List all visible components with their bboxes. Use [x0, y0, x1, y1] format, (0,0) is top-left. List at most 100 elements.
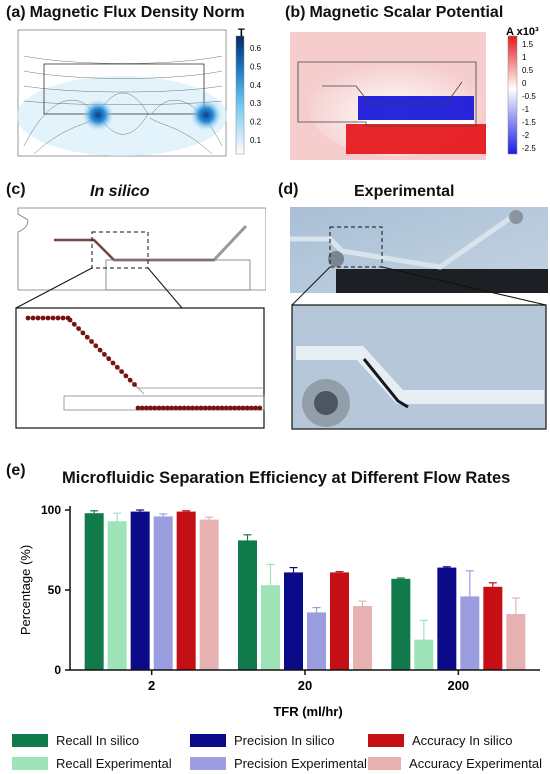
- bar-accuracy-in-silico: [176, 511, 196, 670]
- panel-e-letter-wrap: (e): [6, 462, 26, 480]
- photo-channel: [290, 214, 514, 270]
- y-axis: 0 50 100: [41, 503, 71, 677]
- x-tick-label: 200: [447, 678, 469, 693]
- particle-dot: [181, 405, 187, 411]
- bar-recall-in-silico: [238, 540, 257, 670]
- legend-item-accuracy-experimental: Accuracy Experimental: [368, 756, 542, 771]
- legend-label-recall-in-silico: Recall In silico: [56, 733, 140, 748]
- colorbar-tick-label: 0.5: [250, 62, 262, 71]
- bar-precision-experimental: [460, 596, 480, 670]
- particle-dot: [60, 315, 66, 321]
- particle-dot: [253, 405, 258, 411]
- photo-zoom-line-left: [291, 266, 331, 306]
- bar-accuracy-experimental: [506, 614, 526, 670]
- potential-boundary: [358, 120, 474, 124]
- photo-zoom-line-right: [381, 266, 547, 306]
- particle-dot: [45, 315, 51, 321]
- bar-accuracy-experimental: [353, 606, 372, 670]
- particle-dot: [240, 405, 246, 411]
- particle-dot: [190, 405, 196, 411]
- particle-dot: [89, 339, 94, 344]
- bar-accuracy-in-silico: [330, 572, 349, 670]
- particle-dot: [84, 334, 90, 340]
- particle-dot: [110, 360, 116, 366]
- scalar-potential-plot: A x10³ 1.5 1 0.5 0 -0.5 -1 -1.5 -2 -2.5: [290, 26, 539, 160]
- panel-e-letter: (e): [6, 462, 26, 479]
- particle-dot: [30, 315, 36, 321]
- colorbar-tick-label: 1.5: [522, 40, 534, 49]
- in-silico-simulation: [15, 207, 266, 429]
- y-tick-label: 100: [41, 503, 61, 517]
- particle-dot: [228, 405, 233, 411]
- chart-legend: Recall In silico Precision In silico Acc…: [12, 733, 542, 771]
- particle-dot: [67, 317, 73, 323]
- particle-dot: [144, 405, 149, 411]
- legend-swatch-recall-experimental: [12, 757, 48, 770]
- colorbar-b: [507, 35, 518, 155]
- particle-dot: [139, 405, 145, 411]
- photo-outlet: [509, 210, 523, 224]
- legend-swatch-precision-in-silico: [190, 734, 226, 747]
- photo-zoom-box: [329, 226, 383, 268]
- particle-dot: [198, 405, 204, 411]
- chip-outline: [17, 207, 266, 291]
- legend-swatch-precision-experimental: [190, 757, 226, 770]
- particle-dot: [211, 405, 217, 411]
- legend-label-accuracy-in-silico: Accuracy In silico: [412, 733, 513, 748]
- panel-c-letter-wrap: (c): [6, 181, 26, 199]
- particle-dot: [132, 382, 137, 387]
- bar-precision-in-silico: [437, 567, 457, 670]
- particle-dot: [123, 373, 129, 379]
- colorbar-tick-label: -1.5: [522, 118, 536, 127]
- particle-dot: [186, 405, 191, 411]
- bar-recall-in-silico: [391, 578, 411, 670]
- particle-dot: [169, 405, 175, 411]
- particle-dot: [219, 405, 225, 411]
- particle-dot: [202, 405, 208, 411]
- photo-inset-channel: [296, 346, 544, 404]
- particle-dot: [244, 405, 250, 411]
- particle-dot: [93, 343, 99, 349]
- particle-dot: [35, 315, 41, 321]
- colorbar-tick-label: 0.1: [250, 136, 262, 145]
- particle-dot: [152, 405, 158, 411]
- x-axis: 2 20 200: [70, 669, 540, 693]
- colorbar-a-ticks: 0.6 0.5 0.4 0.3 0.2 0.1: [250, 44, 262, 145]
- y-axis-label: Percentage (%): [18, 545, 33, 635]
- colorbar-a: [235, 35, 245, 155]
- colorbar-tick-label: 0: [522, 79, 527, 88]
- particle-dot: [215, 405, 221, 411]
- channel-outline: [43, 63, 205, 115]
- bar-recall-in-silico: [84, 513, 104, 670]
- particle-dot: [223, 405, 229, 411]
- panel-c-title: In silico: [90, 183, 150, 200]
- colorbar-tick-label: 1: [522, 53, 527, 62]
- x-axis-label: TFR (ml/hr): [273, 704, 342, 719]
- particle-dot: [160, 405, 166, 411]
- legend-item-recall-experimental: Recall Experimental: [12, 756, 190, 771]
- panel-b-title: (b) Magnetic Scalar Potential: [285, 4, 503, 22]
- legend-swatch-accuracy-experimental: [368, 757, 402, 770]
- particle-dot: [165, 405, 170, 411]
- panel-a-title: (a) Magnetic Flux Density Norm: [6, 4, 245, 22]
- legend-label-recall-experimental: Recall Experimental: [56, 756, 172, 771]
- particle-dot: [97, 347, 103, 353]
- particle-dot: [249, 405, 254, 411]
- bar-precision-in-silico: [130, 511, 150, 670]
- panel-b-title-text: Magnetic Scalar Potential: [309, 4, 504, 21]
- field-region: [17, 76, 227, 156]
- magnet-right: [190, 99, 222, 131]
- particle-dot: [114, 364, 120, 370]
- particle-dot: [135, 405, 141, 411]
- panel-d-letter-wrap: (d): [278, 181, 298, 199]
- legend-item-precision-experimental: Precision Experimental: [190, 756, 368, 771]
- legend-item-recall-in-silico: Recall In silico: [12, 733, 190, 748]
- magnet-block: [105, 259, 251, 291]
- particle-dot: [119, 369, 124, 374]
- bar-precision-experimental: [153, 516, 173, 670]
- colorbar-a-unit: T: [238, 27, 245, 39]
- magnet-left: [82, 99, 114, 131]
- particle-dot: [25, 315, 31, 321]
- particle-dot: [236, 405, 242, 411]
- legend-label-accuracy-experimental: Accuracy Experimental: [409, 756, 542, 771]
